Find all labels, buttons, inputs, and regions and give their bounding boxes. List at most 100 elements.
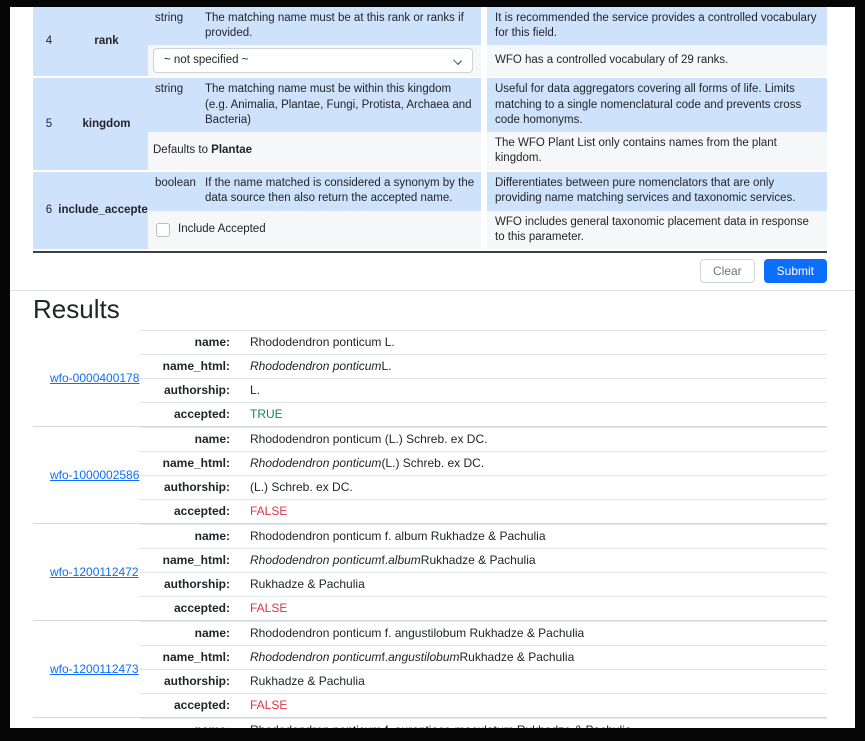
- form-actions: Clear Submit: [10, 258, 827, 284]
- param-description-cell: string The matching name must be at this …: [148, 7, 481, 46]
- result-field-label: name_html:: [140, 353, 240, 378]
- param-note: It is recommended the service provides a…: [481, 7, 827, 46]
- clear-button[interactable]: Clear: [699, 258, 755, 284]
- param-name: include_accepted: [58, 172, 155, 249]
- param-control-note: WFO includes general taxonomic placement…: [481, 210, 827, 249]
- result-field-label: authorship:: [140, 571, 240, 596]
- param-row-kingdom: 5 kingdom string The matching name must be …: [33, 78, 827, 171]
- result-field-label: accepted:: [140, 595, 240, 620]
- result-link-cell: wfo-1000002586: [33, 427, 140, 523]
- name-html-italic: Rhododendron ponticum: [250, 553, 382, 568]
- result-link-cell: wfo-1200112473: [33, 621, 140, 717]
- name-html-plain: L.: [381, 359, 392, 374]
- accepted-flag: FALSE: [240, 498, 827, 523]
- result-field-label: name:: [140, 523, 240, 548]
- result-link-cell: wfo-1200112474: [33, 718, 140, 728]
- param-number: 6: [33, 172, 65, 249]
- checkbox-label: Include Accepted: [178, 223, 266, 236]
- chevron-down-icon: [453, 56, 462, 66]
- result-field-value: (L.) Schreb. ex DC.: [240, 474, 827, 499]
- result-link[interactable]: wfo-0000400178: [50, 370, 140, 385]
- result-field-label: accepted:: [140, 401, 240, 426]
- param-control-cell: ~ not specified ~: [148, 45, 481, 77]
- param-name: rank: [65, 7, 148, 77]
- result-field-value: Rhododendron ponticum (L.) Schreb. ex DC…: [240, 426, 827, 451]
- param-type: string: [155, 83, 184, 96]
- result-field-label: name_html:: [140, 644, 240, 669]
- name-html-plain: Rukhadze & Pachulia: [420, 553, 536, 568]
- param-description-cell: boolean If the name matched is considered…: [148, 172, 481, 211]
- control-default-value: Plantae: [211, 144, 253, 157]
- select-value: ~ not specified ~: [164, 54, 249, 67]
- result-group: wfo-1200112472 name: Rhododendron ponticum…: [33, 523, 827, 621]
- name-html-plain: f.: [381, 650, 389, 665]
- result-field-value: Rhododendron ponticum (L.) Schreb. ex DC…: [240, 450, 827, 475]
- rank-select[interactable]: ~ not specified ~: [153, 48, 473, 74]
- divider: [10, 290, 855, 292]
- param-control-note: The WFO Plant List only contains names f…: [481, 131, 827, 171]
- result-field-label: name:: [140, 426, 240, 451]
- result-field-value: Rhododendron ponticum f. angustilobum Ru…: [240, 644, 827, 669]
- param-note: Useful for data aggregators covering all…: [481, 78, 827, 132]
- param-description-cell: string The matching name must be within t…: [148, 78, 481, 132]
- param-control-cell: Defaults to Plantae: [148, 131, 481, 171]
- param-number: 4: [33, 7, 65, 77]
- include-accepted-checkbox[interactable]: [156, 222, 170, 237]
- result-field-value: Rukhadze & Pachulia: [240, 571, 827, 596]
- param-description: If the name matched is considered a syno…: [205, 177, 475, 205]
- param-type: boolean: [155, 177, 196, 190]
- result-field-label: authorship:: [140, 474, 240, 499]
- result-group: wfo-0000400178 name: Rhododendron ponticum…: [33, 329, 827, 427]
- result-field-value: Rhododendron ponticum L.: [240, 329, 827, 354]
- name-html-italic: Rhododendron ponticum: [250, 359, 382, 374]
- result-field-label: name:: [140, 329, 240, 354]
- page-content: 4 rank string The matching name must be at …: [10, 7, 855, 728]
- result-field-label: name_html:: [140, 450, 240, 475]
- parameters-table: 4 rank string The matching name must be at …: [33, 7, 827, 253]
- param-control-cell: Include Accepted: [148, 210, 481, 249]
- result-link[interactable]: wfo-1000002586: [50, 467, 140, 482]
- result-field-value: Rhododendron ponticum f. angustilobum Ru…: [240, 620, 827, 645]
- param-row-include_accepted: 6 include_accepted boolean If the name matc…: [33, 172, 827, 249]
- param-description: The matching name must be within this ki…: [205, 83, 472, 126]
- name-html-italic: Rhododendron ponticum: [250, 456, 382, 471]
- result-group: wfo-1200112474name:Rhododendron ponticum…: [33, 717, 827, 728]
- name-html-plain: (L.) Schreb. ex DC.: [381, 456, 485, 471]
- result-field-label: authorship:: [140, 668, 240, 693]
- results-table: wfo-0000400178 name: Rhododendron ponticum…: [33, 329, 827, 728]
- result-field-label: accepted:: [140, 692, 240, 717]
- accepted-flag: FALSE: [240, 692, 827, 717]
- control-default-text: Defaults to Plantae: [153, 144, 253, 157]
- param-type: string: [155, 12, 184, 24]
- result-field-label: name:: [140, 717, 240, 728]
- result-field-label: authorship:: [140, 377, 240, 402]
- result-group: wfo-1200112473 name: Rhododendron ponticum…: [33, 620, 827, 718]
- param-note: Differentiates between pure nomenclators…: [481, 172, 827, 211]
- result-field-value: Rukhadze & Pachulia: [240, 668, 827, 693]
- name-html-italic: angustilobum: [388, 650, 460, 665]
- name-html-plain: Rukhadze & Pachulia: [459, 650, 575, 665]
- param-description: The matching name must be at this rank o…: [205, 12, 464, 40]
- result-link[interactable]: wfo-1200112472: [50, 564, 139, 579]
- accepted-flag: FALSE: [240, 595, 827, 620]
- result-link[interactable]: wfo-1200112473: [50, 661, 139, 676]
- result-link-cell: wfo-0000400178: [33, 330, 140, 426]
- result-field-value: Rhododendron ponticum f. aurantiaco-macu…: [240, 717, 827, 728]
- result-field-value: Rhododendron ponticum L.: [240, 353, 827, 378]
- result-field-label: accepted:: [140, 498, 240, 523]
- result-group: wfo-1000002586 name: Rhododendron ponticum…: [33, 426, 827, 524]
- param-row-rank: 4 rank string The matching name must be at …: [33, 7, 827, 77]
- param-control-note: WFO has a controlled vocabulary of 29 ra…: [481, 45, 827, 77]
- result-field-value: L.: [240, 377, 827, 402]
- result-field-value: Rhododendron ponticum f. album Rukhadze …: [240, 547, 827, 572]
- submit-button[interactable]: Submit: [763, 258, 827, 284]
- name-html-italic: album: [388, 553, 421, 568]
- name-html-plain: f.: [381, 553, 389, 568]
- name-html-italic: Rhododendron ponticum: [250, 650, 382, 665]
- results-heading: Results: [33, 294, 120, 325]
- param-name: kingdom: [65, 78, 148, 171]
- result-field-label: name_html:: [140, 547, 240, 572]
- result-link-cell: wfo-1200112472: [33, 524, 140, 620]
- result-field-value: Rhododendron ponticum f. album Rukhadze …: [240, 523, 827, 548]
